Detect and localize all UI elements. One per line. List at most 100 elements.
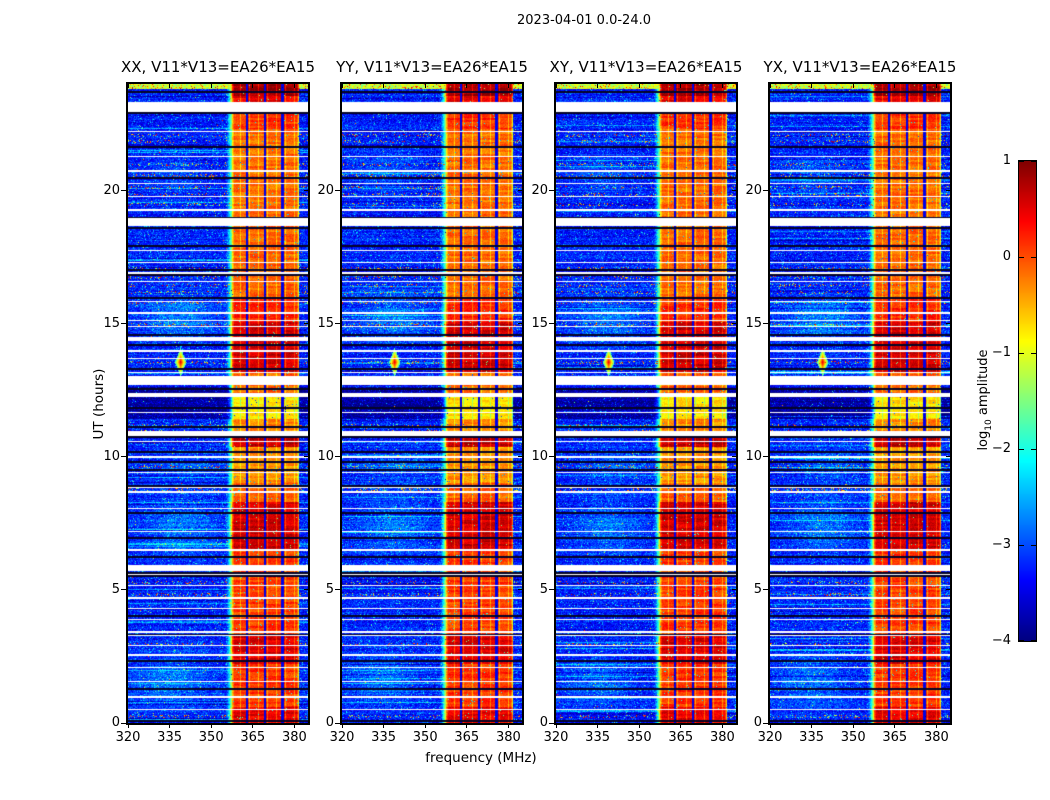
y-tick-mark [549, 589, 554, 591]
x-tick-mark [935, 84, 937, 88]
colorbar-tick-mark [1031, 352, 1036, 354]
x-tick-mark [894, 84, 896, 88]
y-axis-label: UT (hours) [91, 368, 107, 440]
y-tick-label: 15 [531, 315, 548, 331]
panel-yy: YY, V11*V13=EA26*EA15 320 335 350 365 380 0 5 1… [317, 58, 527, 745]
x-tick-mark [252, 723, 254, 728]
y-tick-mark [946, 456, 950, 458]
x-tick-mark [383, 84, 385, 88]
panel-title-yx: YX, V11*V13=EA26*EA15 [763, 58, 957, 76]
x-tick-label: 380 [709, 730, 735, 745]
x-tick-mark [597, 84, 599, 88]
x-tick-mark [680, 84, 682, 88]
colorbar-tick-mark [1031, 544, 1036, 546]
y-tick-mark [763, 722, 768, 724]
x-tick-mark [293, 723, 295, 728]
x-tick-label: 320 [115, 730, 141, 745]
figure-title: 2023-04-01 0.0-24.0 [517, 13, 651, 28]
x-tick-mark [293, 84, 295, 88]
colorbar-tick-label: −2 [991, 441, 1011, 456]
x-tick-label: 335 [157, 730, 183, 745]
y-tick-mark [549, 456, 554, 458]
x-tick-label: 365 [668, 730, 694, 745]
panel-xx: XX, V11*V13=EA26*EA15 320 335 350 365 380 0 5 1… [103, 58, 315, 745]
colorbar-tick-label: −3 [991, 537, 1011, 552]
x-tick-mark [852, 723, 854, 728]
panel-title-xy: XY, V11*V13=EA26*EA15 [549, 58, 743, 76]
y-tick-mark [518, 722, 522, 724]
x-tick-mark [383, 723, 385, 728]
x-tick-mark [507, 723, 509, 728]
y-tick-mark [549, 190, 554, 191]
panel-xy: XY, V11*V13=EA26*EA15 320 335 350 365 380 0 5 1… [531, 58, 742, 745]
colorbar-tick-mark [1019, 161, 1024, 162]
colorbar-tick-label: 0 [1002, 249, 1011, 264]
y-tick-mark [946, 722, 950, 724]
x-tick-mark [680, 723, 682, 728]
x-tick-mark [466, 723, 468, 728]
y-tick-mark [335, 589, 340, 591]
y-tick-label: 5 [111, 581, 120, 597]
x-tick-mark [210, 84, 212, 88]
y-tick-mark [763, 190, 768, 191]
x-tick-mark [852, 84, 854, 88]
colorbar-tick-mark [1031, 256, 1036, 258]
y-tick-label: 10 [745, 448, 762, 464]
x-tick-mark [507, 84, 509, 88]
x-tick-label: 365 [882, 730, 908, 745]
y-tick-label: 15 [745, 315, 762, 331]
y-tick-label: 15 [317, 315, 334, 331]
spectrogram-yx [770, 84, 950, 723]
spectrogram-xx [128, 84, 308, 723]
x-tick-mark [935, 723, 937, 728]
x-tick-label: 320 [543, 730, 569, 745]
y-tick-label: 5 [539, 581, 548, 597]
y-tick-label: 5 [325, 581, 334, 597]
y-tick-mark [549, 722, 554, 724]
y-tick-mark [763, 589, 768, 591]
x-tick-mark [466, 84, 468, 88]
y-tick-mark [335, 722, 340, 724]
x-tick-mark [210, 723, 212, 728]
x-tick-mark [638, 84, 640, 88]
colorbar-tick-label: −1 [991, 345, 1011, 360]
colorbar-tick-label: 1 [1002, 153, 1011, 168]
x-tick-mark [894, 723, 896, 728]
y-tick-label: 15 [103, 315, 120, 331]
colorbar-tick-mark [1031, 640, 1036, 641]
y-tick-mark [121, 589, 126, 591]
y-tick-mark [946, 323, 950, 325]
x-tick-label: 335 [585, 730, 611, 745]
x-tick-label: 365 [240, 730, 266, 745]
y-tick-mark [518, 190, 522, 191]
x-tick-mark [811, 84, 813, 88]
colorbar-tick-mark [1019, 256, 1024, 258]
y-tick-mark [732, 190, 736, 191]
y-tick-label: 0 [325, 715, 334, 730]
y-tick-mark [121, 323, 126, 325]
x-tick-label: 380 [281, 730, 307, 745]
y-tick-mark [946, 190, 950, 191]
y-tick-label: 20 [103, 182, 120, 198]
x-tick-label: 350 [840, 730, 866, 745]
y-tick-label: 0 [539, 715, 548, 730]
y-tick-label: 10 [103, 448, 120, 464]
y-tick-mark [549, 323, 554, 325]
colorbar-tick-mark [1019, 352, 1024, 354]
y-tick-label: 20 [531, 182, 548, 198]
y-tick-mark [335, 190, 340, 191]
x-tick-mark [721, 84, 723, 88]
x-tick-mark [341, 84, 343, 88]
y-tick-mark [335, 323, 340, 325]
x-tick-mark [597, 723, 599, 728]
x-tick-mark [169, 723, 171, 728]
y-tick-mark [518, 589, 522, 591]
colorbar-label-sub: 10 [983, 419, 994, 431]
y-tick-label: 10 [317, 448, 334, 464]
y-tick-mark [304, 589, 308, 591]
y-tick-mark [304, 323, 308, 325]
colorbar-tick-label: −4 [991, 633, 1011, 648]
x-tick-label: 335 [799, 730, 825, 745]
x-tick-label: 335 [371, 730, 397, 745]
